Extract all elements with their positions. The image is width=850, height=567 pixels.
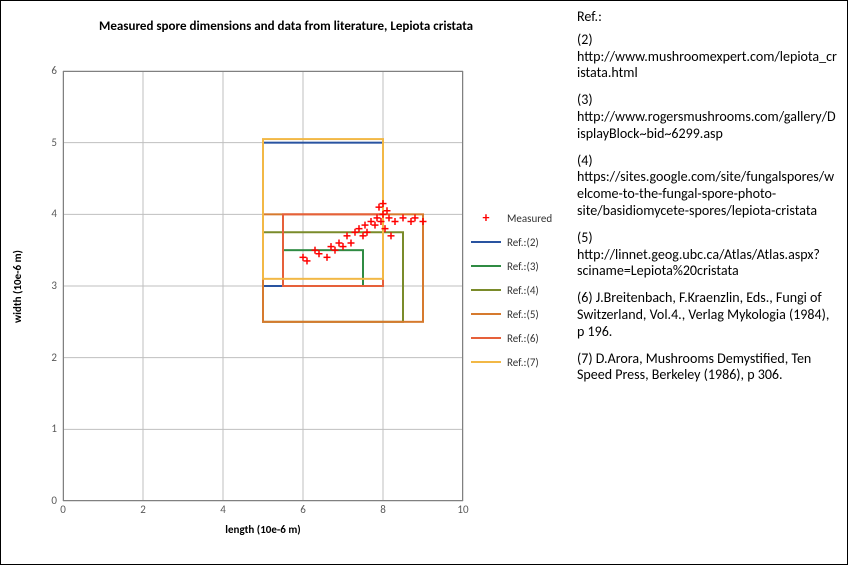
measured-point — [332, 247, 339, 254]
x-tick-label: 4 — [203, 503, 243, 516]
y-ticks: 0123456 — [31, 71, 59, 501]
plot — [63, 71, 463, 501]
reference-entry: (3) http://www.rogersmushrooms.com/galle… — [577, 92, 837, 142]
references-column: Ref.: (2) http://www.mushroomexpert.com/… — [571, 1, 847, 402]
measured-point — [300, 254, 307, 261]
measured-point — [364, 229, 371, 236]
measured-point — [380, 211, 387, 218]
ref-rect-3 — [283, 250, 363, 286]
x-tick-label: 8 — [363, 503, 403, 516]
y-tick-label: 6 — [31, 64, 57, 77]
x-ticks: 0246810 — [63, 503, 463, 519]
measured-point — [352, 229, 359, 236]
measured-point — [420, 218, 427, 225]
measured-point — [380, 200, 387, 207]
measured-point — [386, 214, 393, 221]
line-swatch-icon — [471, 307, 501, 321]
x-tick-label: 6 — [283, 503, 323, 516]
legend-item-ref-3: Ref.:(3) — [471, 254, 552, 278]
y-tick-label: 1 — [31, 422, 57, 435]
x-tick-label: 2 — [123, 503, 163, 516]
legend-label: Ref.:(2) — [507, 236, 539, 249]
measured-point — [344, 232, 351, 239]
legend-label: Ref.:(3) — [507, 260, 539, 273]
line-swatch-icon — [471, 235, 501, 249]
legend-label: Ref.:(6) — [507, 332, 539, 345]
measured-point — [316, 250, 323, 257]
x-tick-label: 0 — [43, 503, 83, 516]
y-tick-label: 3 — [31, 279, 57, 292]
ref-rect-5 — [263, 214, 423, 321]
line-swatch-icon — [471, 355, 501, 369]
y-tick-label: 5 — [31, 136, 57, 149]
legend-label: Ref.:(4) — [507, 284, 539, 297]
legend-item-ref-5: Ref.:(5) — [471, 302, 552, 326]
line-swatch-icon — [471, 331, 501, 345]
legend-item-measured: + Measured — [471, 206, 552, 230]
y-tick-label: 2 — [31, 351, 57, 364]
legend-item-ref-7: Ref.:(7) — [471, 350, 552, 374]
plot-svg — [63, 71, 463, 501]
measured-point — [368, 218, 375, 225]
legend-label: Ref.:(5) — [507, 308, 539, 321]
plus-icon: + — [471, 211, 501, 225]
reference-entry: (7) D.Arora, Mushrooms Demystified, Ten … — [577, 351, 837, 385]
line-swatch-icon — [471, 283, 501, 297]
page-frame: Measured spore dimensions and data from … — [0, 0, 848, 565]
ref-rect-7 — [263, 139, 383, 279]
legend-label: Measured — [507, 212, 552, 225]
measured-point — [348, 240, 355, 247]
chart-title: Measured spore dimensions and data from … — [1, 19, 571, 35]
measured-point — [372, 222, 379, 229]
measured-point — [388, 232, 395, 239]
x-tick-label: 10 — [443, 503, 483, 516]
measured-point — [392, 218, 399, 225]
legend-item-ref-6: Ref.:(6) — [471, 326, 552, 350]
reference-entry: (5) http://linnet.geog.ubc.ca/Atlas/Atla… — [577, 230, 837, 280]
measured-point — [356, 225, 363, 232]
measured-point — [362, 222, 369, 229]
line-swatch-icon — [471, 259, 501, 273]
measured-point — [408, 218, 415, 225]
legend: + Measured Ref.:(2) Ref.:(3) Ref.:(4) Ref.:(5… — [471, 206, 552, 374]
y-tick-label: 4 — [31, 207, 57, 220]
measured-point — [324, 254, 331, 261]
chart-area: Measured spore dimensions and data from … — [1, 1, 571, 566]
legend-item-ref-4: Ref.:(4) — [471, 278, 552, 302]
x-axis-label: length (10e-6 m) — [63, 523, 463, 536]
y-axis-label: width (10e-6 m) — [9, 71, 25, 501]
references-list: (2) http://www.mushroomexpert.com/lepiot… — [577, 32, 837, 384]
reference-entry: (2) http://www.mushroomexpert.com/lepiot… — [577, 32, 837, 82]
measured-point — [328, 243, 335, 250]
measured-point — [340, 243, 347, 250]
measured-point — [384, 207, 391, 214]
legend-item-ref-2: Ref.:(2) — [471, 230, 552, 254]
reference-entry: (6) J.Breitenbach, F.Kraenzlin, Eds., Fu… — [577, 290, 837, 340]
references-heading: Ref.: — [577, 9, 837, 26]
measured-point — [312, 247, 319, 254]
measured-point — [374, 214, 381, 221]
measured-point — [400, 214, 407, 221]
measured-point — [376, 204, 383, 211]
measured-point — [360, 232, 367, 239]
legend-label: Ref.:(7) — [507, 356, 539, 369]
measured-point — [304, 257, 311, 264]
measured-point — [412, 214, 419, 221]
measured-point — [336, 240, 343, 247]
reference-entry: (4) https://sites.google.com/site/fungal… — [577, 153, 837, 220]
